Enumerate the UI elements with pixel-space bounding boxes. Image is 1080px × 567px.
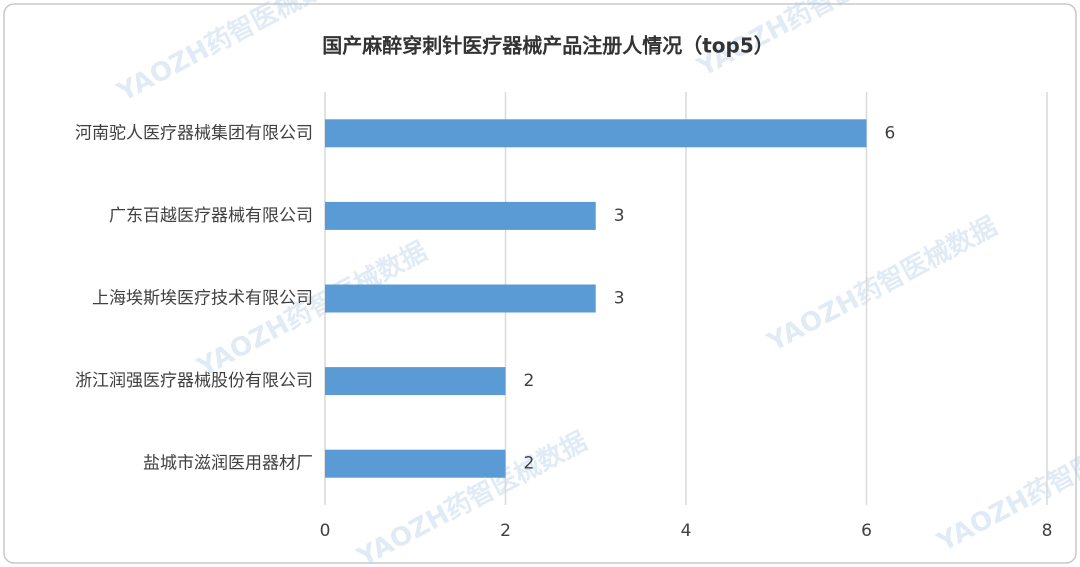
x-tick-label: 0 <box>320 521 331 541</box>
bar <box>325 201 596 230</box>
data-label: 3 <box>614 206 625 226</box>
x-tick-label: 2 <box>500 521 511 541</box>
y-tick-label: 浙江润强医疗器械股份有限公司 <box>75 371 313 391</box>
data-label: 2 <box>524 454 535 474</box>
data-label: 2 <box>524 371 535 391</box>
chart-title: 国产麻醉穿刺针医疗器械产品注册人情况（top5） <box>322 34 774 58</box>
x-tick-label: 4 <box>681 521 692 541</box>
bar <box>325 284 596 313</box>
y-tick-label: 广东百越医疗器械有限公司 <box>109 206 313 226</box>
bar <box>325 449 506 478</box>
x-tick-label: 6 <box>861 521 872 541</box>
bar <box>325 119 867 148</box>
y-tick-label: 上海埃斯埃医疗技术有限公司 <box>92 289 313 309</box>
y-tick-label: 河南驼人医疗器械集团有限公司 <box>75 123 313 143</box>
y-tick-label: 盐城市滋润医用器材厂 <box>143 454 313 474</box>
data-label: 6 <box>885 123 896 143</box>
bar <box>325 367 506 396</box>
x-tick-label: 8 <box>1042 521 1053 541</box>
data-label: 3 <box>614 289 625 309</box>
